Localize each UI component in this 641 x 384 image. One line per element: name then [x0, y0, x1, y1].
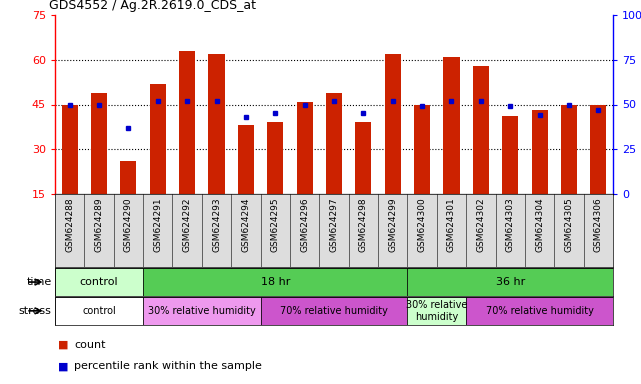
Text: GSM624289: GSM624289	[95, 198, 104, 252]
Bar	[143, 268, 408, 296]
Text: GSM624304: GSM624304	[535, 198, 544, 252]
Text: GSM624301: GSM624301	[447, 198, 456, 252]
Bar	[561, 104, 577, 194]
Bar	[408, 297, 466, 325]
Text: count: count	[74, 340, 106, 350]
Bar	[267, 122, 283, 194]
Text: GSM624298: GSM624298	[359, 198, 368, 252]
Text: GSM624296: GSM624296	[300, 198, 309, 252]
Bar	[238, 126, 254, 194]
Text: ■: ■	[58, 340, 69, 350]
Text: ■: ■	[58, 361, 69, 371]
Bar	[150, 84, 166, 194]
Text: GSM624300: GSM624300	[417, 198, 427, 252]
Bar	[208, 54, 224, 194]
Bar	[121, 161, 137, 194]
Text: 70% relative humidity: 70% relative humidity	[280, 306, 388, 316]
Text: GSM624294: GSM624294	[242, 198, 251, 252]
Bar	[261, 297, 408, 325]
Text: 30% relative
humidity: 30% relative humidity	[406, 300, 467, 322]
Bar	[590, 104, 606, 194]
Bar	[326, 93, 342, 194]
Bar	[91, 93, 107, 194]
Text: 30% relative humidity: 30% relative humidity	[148, 306, 256, 316]
Bar	[143, 297, 261, 325]
Text: 70% relative humidity: 70% relative humidity	[486, 306, 594, 316]
Bar	[179, 51, 196, 194]
Bar	[408, 268, 613, 296]
Text: GSM624291: GSM624291	[153, 198, 162, 252]
Text: GSM624305: GSM624305	[565, 198, 574, 252]
Text: GSM624306: GSM624306	[594, 198, 603, 252]
Text: 36 hr: 36 hr	[495, 277, 525, 287]
Text: GSM624303: GSM624303	[506, 198, 515, 252]
Bar	[444, 57, 460, 194]
Bar	[414, 104, 430, 194]
Text: GSM624302: GSM624302	[476, 198, 485, 252]
Text: stress: stress	[19, 306, 52, 316]
Bar	[55, 297, 143, 325]
Text: time: time	[26, 277, 52, 287]
Bar	[502, 116, 519, 194]
Text: 18 hr: 18 hr	[261, 277, 290, 287]
Text: control: control	[82, 306, 116, 316]
Text: GSM624299: GSM624299	[388, 198, 397, 252]
Bar	[385, 54, 401, 194]
Bar	[55, 268, 143, 296]
Bar	[355, 122, 371, 194]
Bar	[62, 104, 78, 194]
Text: GSM624290: GSM624290	[124, 198, 133, 252]
Text: control: control	[79, 277, 119, 287]
Text: GSM624297: GSM624297	[329, 198, 338, 252]
Text: GSM624288: GSM624288	[65, 198, 74, 252]
Bar	[466, 297, 613, 325]
Bar	[531, 111, 547, 194]
Text: GSM624295: GSM624295	[271, 198, 279, 252]
Text: GSM624293: GSM624293	[212, 198, 221, 252]
Bar	[473, 66, 489, 194]
Text: GDS4552 / Ag.2R.2619.0_CDS_at: GDS4552 / Ag.2R.2619.0_CDS_at	[49, 0, 256, 12]
Bar	[297, 101, 313, 194]
Text: percentile rank within the sample: percentile rank within the sample	[74, 361, 262, 371]
Text: GSM624292: GSM624292	[183, 198, 192, 252]
